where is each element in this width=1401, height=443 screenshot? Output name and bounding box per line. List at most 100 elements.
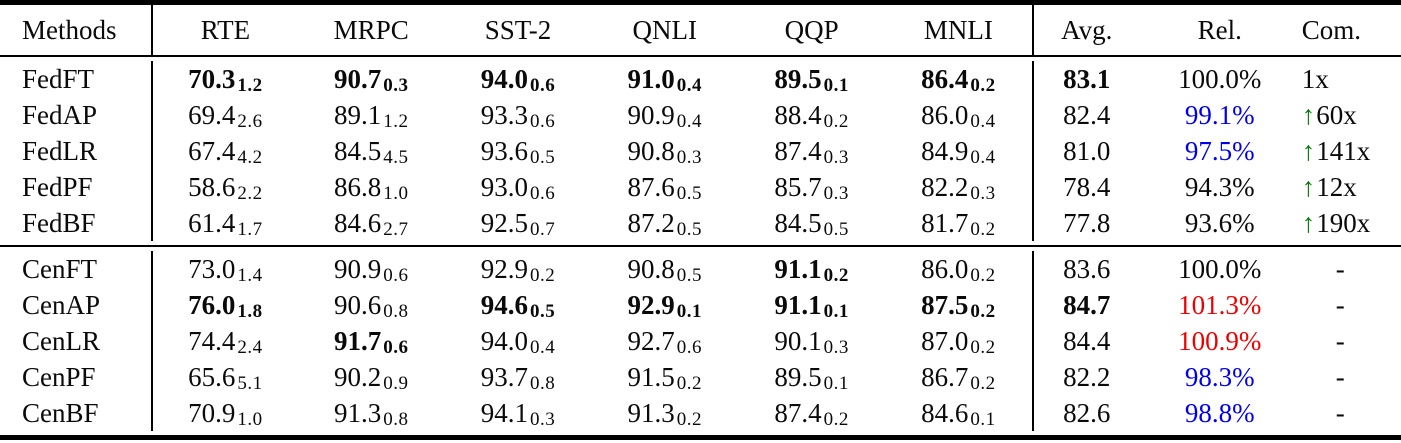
- method-name: FedPF: [22, 171, 93, 202]
- score-value: 91.0: [627, 63, 675, 94]
- score-stddev: 0.2: [970, 265, 996, 286]
- score-cell: 93.6 0.5: [445, 133, 592, 169]
- score-value: 90.1: [774, 325, 822, 356]
- score-value: 89.5: [774, 63, 822, 94]
- score-value: 86.8: [333, 171, 382, 202]
- score-stddev: 0.3: [823, 183, 849, 204]
- score-cell: 84.6 0.1: [885, 395, 1032, 431]
- com-value: 1x: [1301, 63, 1329, 94]
- score-value: 92.9: [627, 289, 675, 320]
- score-cell: 70.3 1.2: [151, 61, 298, 97]
- header-rule: [0, 55, 1401, 57]
- rel-cell: 93.6%: [1184, 207, 1255, 238]
- score-value: 93.0: [480, 171, 528, 202]
- method-name: FedAP: [22, 99, 98, 130]
- score-value: 84.6: [921, 397, 969, 428]
- avg-cell: 84.4: [1031, 323, 1140, 359]
- score-stddev: 0.1: [823, 373, 849, 394]
- score-stddev: 1.2: [237, 75, 263, 96]
- score-stddev: 0.5: [676, 219, 703, 240]
- score-cell: 91.3 0.2: [591, 395, 738, 431]
- score-stddev: 0.6: [529, 183, 556, 204]
- score-value: 91.5: [627, 361, 675, 392]
- com-value: 60x: [1316, 99, 1357, 130]
- col-header-qqp: QQP: [784, 14, 839, 45]
- score-value: 94.0: [480, 325, 528, 356]
- score-value: 91.3: [627, 397, 675, 428]
- method-name: FedBF: [22, 207, 96, 238]
- avg-cell: 82.4: [1031, 97, 1140, 133]
- score-stddev: 1.0: [237, 409, 263, 430]
- score-cell: 81.7 0.2: [885, 205, 1032, 241]
- score-stddev: 0.3: [823, 147, 849, 168]
- score-stddev: 0.2: [970, 301, 996, 322]
- rel-cell: 101.3%: [1178, 289, 1262, 320]
- method-name: FedFT: [22, 63, 95, 94]
- score-cell: 82.2 0.3: [885, 169, 1032, 205]
- score-cell: 74.4 2.4: [151, 323, 298, 359]
- score-stddev: 0.1: [970, 409, 996, 430]
- score-value: 91.1: [774, 289, 822, 320]
- score-value: 84.9: [921, 135, 969, 166]
- avg-cell: 83.1: [1031, 61, 1140, 97]
- score-value: 67.4: [188, 135, 236, 166]
- score-value: 87.6: [627, 171, 675, 202]
- score-cell: 58.6 2.2: [151, 169, 298, 205]
- score-stddev: 0.5: [529, 147, 556, 168]
- score-cell: 84.9 0.4: [885, 133, 1032, 169]
- score-value: 92.9: [480, 253, 528, 284]
- method-name: CenFT: [22, 253, 98, 284]
- score-stddev: 0.2: [676, 373, 703, 394]
- score-value: 81.7: [921, 207, 969, 238]
- score-cell: 86.0 0.2: [885, 251, 1032, 287]
- table-row: FedLR 67.4 4.2 84.5 4.5 93.6 0.5 90.8 0.3 87.4 0.3…: [0, 133, 1401, 169]
- score-stddev: 0.2: [970, 373, 996, 394]
- score-stddev: 0.6: [383, 265, 409, 286]
- score-cell: 84.6 2.7: [298, 205, 445, 241]
- up-arrow-icon: ↑: [1301, 207, 1316, 238]
- score-value: 82.2: [921, 171, 969, 202]
- score-value: 90.9: [333, 253, 382, 284]
- score-cell: 73.0 1.4: [151, 251, 298, 287]
- score-value: 74.4: [188, 325, 236, 356]
- method-name: CenLR: [22, 325, 100, 356]
- score-cell: 91.0 0.4: [591, 61, 738, 97]
- score-value: 87.2: [627, 207, 675, 238]
- table-row: CenBF 70.9 1.0 91.3 0.8 94.1 0.3 91.3 0.2 87.4 0.2…: [0, 395, 1401, 431]
- score-value: 94.1: [480, 397, 528, 428]
- score-value: 93.7: [480, 361, 528, 392]
- score-stddev: 0.4: [676, 111, 703, 132]
- rel-cell: 100.0%: [1178, 253, 1262, 284]
- score-value: 76.0: [188, 289, 236, 320]
- table-row: CenAP 76.0 1.8 90.6 0.8 94.6 0.5 92.9 0.1 91.1 0.1…: [0, 287, 1401, 323]
- score-cell: 87.6 0.5: [591, 169, 738, 205]
- bottom-rule: [0, 435, 1401, 440]
- score-stddev: 0.5: [676, 265, 703, 286]
- com-cell: -: [1300, 251, 1401, 287]
- score-cell: 93.3 0.6: [445, 97, 592, 133]
- com-value: -: [1335, 289, 1345, 320]
- score-cell: 86.8 1.0: [298, 169, 445, 205]
- avg-cell: 82.6: [1031, 395, 1140, 431]
- score-cell: 61.4 1.7: [151, 205, 298, 241]
- col-header-com: Com.: [1301, 14, 1362, 45]
- score-stddev: 0.8: [383, 409, 409, 430]
- score-stddev: 1.2: [383, 111, 409, 132]
- com-value: 12x: [1316, 171, 1357, 202]
- score-stddev: 0.2: [970, 75, 996, 96]
- score-stddev: 0.6: [529, 111, 556, 132]
- method-name: FedLR: [22, 135, 98, 166]
- score-stddev: 0.2: [970, 219, 996, 240]
- score-value: 93.3: [480, 99, 528, 130]
- table-section: FedFT 70.3 1.2 90.7 0.3 94.0 0.6 91.0 0.4 89.5 0.1…: [0, 57, 1401, 245]
- score-stddev: 0.6: [676, 337, 703, 358]
- rel-cell: 97.5%: [1184, 135, 1255, 166]
- score-value: 87.4: [774, 397, 822, 428]
- score-cell: 87.5 0.2: [885, 287, 1032, 323]
- score-value: 90.2: [333, 361, 382, 392]
- score-stddev: 0.4: [970, 111, 996, 132]
- table-row: CenLR 74.4 2.4 91.7 0.6 94.0 0.4 92.7 0.6 90.1 0.3…: [0, 323, 1401, 359]
- score-value: 73.0: [188, 253, 236, 284]
- com-cell: ↑ 141x: [1300, 133, 1401, 169]
